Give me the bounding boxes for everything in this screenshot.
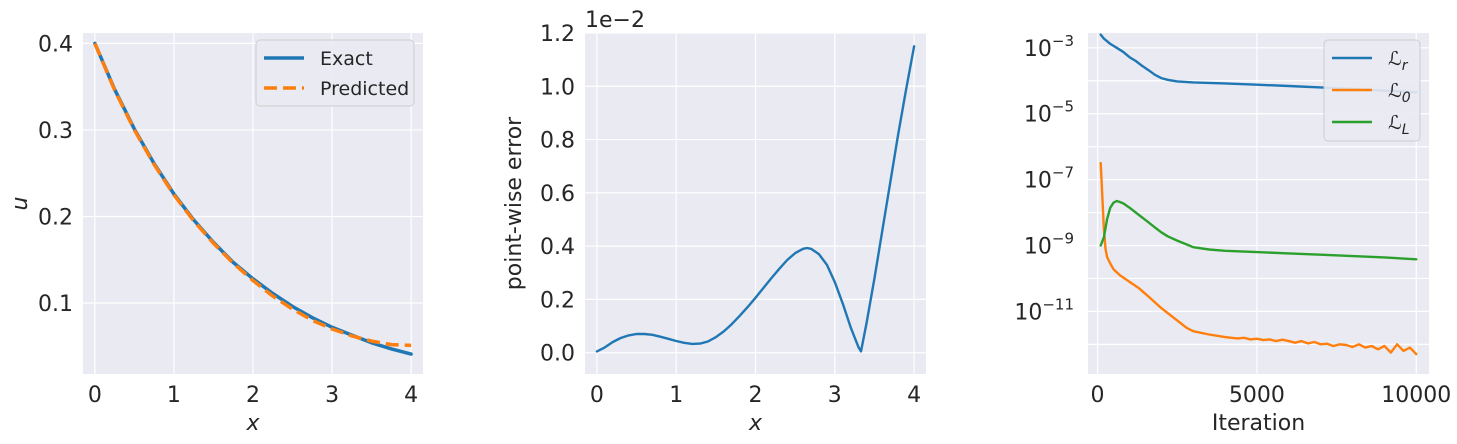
y-tick-label: 10−3 [1024,32,1074,62]
y-tick-base: 10 [1024,169,1052,194]
y-tick-label: 0.8 [540,129,575,154]
y-tick-exponent: −5 [1052,98,1074,116]
x-axis-label: Iteration [1212,411,1305,436]
x-tick-label: 2 [246,383,260,408]
x-tick-label: 4 [907,383,921,408]
legend-label-main: ℒ [1388,80,1402,102]
y-tick-label: 0.1 [38,292,73,317]
legend-label-main: ℒ [1388,112,1402,134]
y-tick-label: 0.6 [540,182,575,207]
y-axis-label: u [8,197,33,211]
legend-label-main: ℒ [1388,48,1402,70]
series-line-l_0 [1099,161,1418,356]
subplot-2: 0 1 2 3 4 0.0 0.2 0.4 0.6 0.8 1.0 1.2 x point-wise er… [502,8,926,436]
y-tick-exponent: −3 [1052,32,1074,50]
x-tick-label: 2 [749,383,763,408]
y-axis-label: point-wise error [502,116,527,290]
x-axis-label: x [748,411,763,436]
x-tick-label: 1 [669,383,683,408]
x-tick-label: 1 [167,383,181,408]
y-tick-label: 10−5 [1024,98,1074,128]
x-tick-label: 3 [828,383,842,408]
x-axis-label: x [245,411,260,436]
y-tick-label: 0.0 [540,342,575,367]
x-tick-label: 3 [325,383,339,408]
subplot-1: 0 1 2 3 4 0.1 0.2 0.3 0.4 x u Exact Predicted [8,32,423,436]
y-tick-exponent: −9 [1052,230,1074,248]
series-line-l_l [1099,199,1418,261]
gridlines [585,32,926,374]
y-tick-label: 0.3 [38,119,73,144]
legend-label-sub: L [1402,122,1410,138]
legend-label: ℒL [1388,112,1410,138]
legend-label: ℒ0 [1388,80,1411,106]
y-tick-base: 10 [1024,37,1052,62]
x-tick-label: 10000 [1381,383,1451,408]
series-line-predicted [93,42,412,348]
y-tick-label: 0.4 [540,235,575,260]
y-tick-base: 10 [1024,103,1052,128]
y-tick-exponent: −11 [1042,295,1074,313]
y-tick-label: 1.0 [540,75,575,100]
y-tick-exponent: −7 [1052,164,1074,182]
x-tick-label: 0 [590,383,604,408]
subplot-3: 0 5000 1000010−310−510−710−910−11Iteration… [1014,32,1451,436]
legend: Exact Predicted [255,39,415,107]
legend-label-sub: 0 [1402,90,1411,106]
y-tick-label: 0.2 [540,288,575,313]
x-tick-label: 5000 [1229,383,1285,408]
y-tick-label: 0.2 [38,205,73,230]
y-tick-base: 10 [1014,300,1042,325]
ticks: 0 1 2 3 4 0.0 0.2 0.4 0.6 0.8 1.0 1.2 [540,22,921,408]
y-tick-base: 10 [1024,235,1052,260]
ticks: 0 1 2 3 4 0.1 0.2 0.3 0.4 [38,32,418,408]
y-tick-label: 10−9 [1024,230,1074,260]
y-tick-label: 10−7 [1024,164,1074,194]
legend-label: ℒr [1388,48,1409,74]
y-tick-label: 0.4 [38,32,73,57]
y-offset-text: 1e−2 [585,8,645,33]
x-tick-label: 4 [404,383,418,408]
series-line-1 [595,45,916,353]
legend-label-sub: r [1402,58,1409,74]
x-tick-label: 0 [88,383,102,408]
legend-label: Predicted [320,78,409,100]
x-tick-label: 0 [1091,383,1105,408]
legend-label: Exact [320,48,373,70]
y-tick-label: 10−11 [1014,295,1074,325]
y-tick-label: 1.2 [540,22,575,47]
series-line-l_r [1099,33,1418,94]
